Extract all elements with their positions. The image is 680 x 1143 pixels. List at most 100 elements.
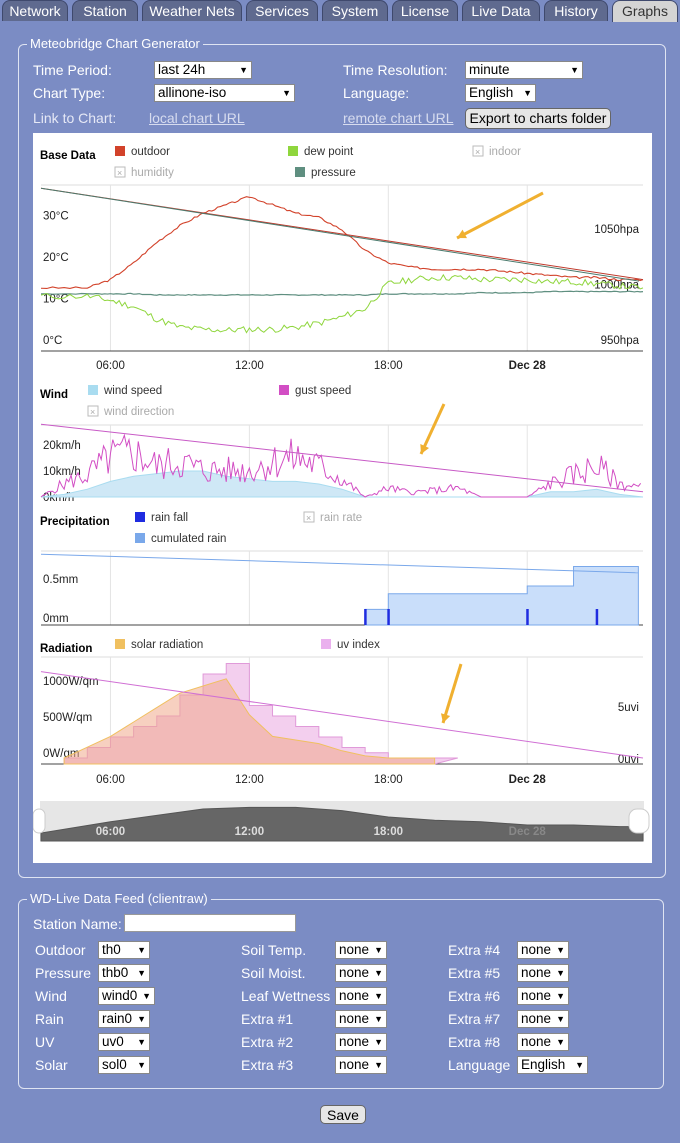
- tab-label: Network: [9, 3, 61, 19]
- y-tick-label: 10km/h: [43, 466, 81, 478]
- wd-field-value: none: [521, 1011, 552, 1026]
- wd-field-select[interactable]: rain0 ▼: [98, 1010, 150, 1028]
- chevron-down-icon: ▼: [556, 968, 565, 978]
- wd-field-select[interactable]: none ▼: [517, 987, 569, 1005]
- tab-services[interactable]: Services: [246, 0, 318, 21]
- time-period-select[interactable]: last 24h ▼: [154, 61, 252, 79]
- chevron-down-icon: ▼: [142, 991, 151, 1001]
- legend-label: uv index: [337, 639, 380, 651]
- wd-field-select[interactable]: wind0 ▼: [98, 987, 155, 1005]
- legend-label: rain rate: [320, 512, 362, 524]
- wd-field-select[interactable]: none ▼: [517, 1033, 569, 1051]
- navigator-tick-label: 06:00: [96, 826, 125, 838]
- tab-station[interactable]: Station: [72, 0, 138, 21]
- legend-swatch: [135, 533, 145, 543]
- wd-field-select[interactable]: none ▼: [335, 941, 387, 959]
- wd-field-value: none: [339, 1057, 370, 1072]
- chevron-down-icon: ▼: [239, 65, 248, 75]
- wd-field-label: Extra #6: [448, 988, 501, 1004]
- wd-field-select[interactable]: none ▼: [335, 1010, 387, 1028]
- tab-weather-nets[interactable]: Weather Nets: [142, 0, 242, 21]
- wd-field-value: English: [521, 1057, 566, 1072]
- tab-history[interactable]: History: [544, 0, 608, 21]
- trend-line: [40, 553, 639, 574]
- legend-swatch: [295, 167, 305, 177]
- y-tick-label: 20km/h: [43, 440, 81, 452]
- wd-field-value: rain0: [102, 1011, 133, 1026]
- tab-license[interactable]: License: [392, 0, 458, 21]
- legend-swatch: [321, 639, 331, 649]
- export-to-charts-folder-button[interactable]: Export to charts folder: [465, 108, 611, 129]
- chevron-down-icon: ▼: [137, 968, 146, 978]
- tab-bar: Network Station Weather Nets Services Sy…: [0, 0, 680, 22]
- wd-field-label: Rain: [35, 1011, 64, 1027]
- chevron-down-icon: ▼: [374, 945, 383, 955]
- navigator-right-handle[interactable]: [628, 808, 650, 834]
- legend-swatch: [114, 166, 126, 178]
- tab-system[interactable]: System: [322, 0, 388, 21]
- wd-field-label: Extra #1: [241, 1011, 294, 1027]
- chevron-down-icon: ▼: [556, 1037, 565, 1047]
- chevron-down-icon: ▼: [556, 945, 565, 955]
- legend-swatch: [87, 405, 99, 417]
- navigator-left-handle[interactable]: [33, 808, 46, 834]
- chart-title: Wind: [40, 389, 68, 401]
- wd-field-select[interactable]: none ▼: [517, 941, 569, 959]
- y-tick-label: 500W/qm: [43, 712, 92, 724]
- wd-field-value: th0: [102, 942, 121, 957]
- wd-field-select[interactable]: none ▼: [335, 1056, 387, 1074]
- wd-field-select[interactable]: thb0 ▼: [98, 964, 150, 982]
- legend-disabled-icon: ×: [117, 168, 122, 178]
- y-tick-label: 30°C: [43, 211, 69, 223]
- wd-field-select[interactable]: none ▼: [517, 1010, 569, 1028]
- wd-field-select[interactable]: English ▼: [517, 1056, 588, 1074]
- rain-fall-bar: [387, 609, 390, 625]
- time-resolution-label: Time Resolution:: [343, 62, 448, 78]
- wd-field-value: none: [521, 1034, 552, 1049]
- wd-field-select[interactable]: none ▼: [335, 964, 387, 982]
- chart-type-select[interactable]: allinone-iso ▼: [154, 84, 295, 102]
- wd-field-value: none: [521, 942, 552, 957]
- wd-field-label: Soil Temp.: [241, 942, 307, 958]
- wd-field-select[interactable]: none ▼: [335, 1033, 387, 1051]
- wd-field-select[interactable]: sol0 ▼: [98, 1056, 150, 1074]
- navigator-series: [40, 806, 644, 842]
- save-button[interactable]: Save: [320, 1105, 366, 1124]
- wd-field-value: none: [521, 965, 552, 980]
- wd-field-value: none: [339, 965, 370, 980]
- tab-label: Services: [255, 3, 309, 19]
- wd-field-select[interactable]: none ▼: [517, 964, 569, 982]
- language-label: Language:: [343, 85, 410, 101]
- wd-field-label: Extra #4: [448, 942, 501, 958]
- series-gust-speed: [40, 433, 642, 498]
- series-dew-point: [40, 273, 644, 334]
- tab-label: Station: [83, 3, 127, 19]
- wd-field-label: Solar: [35, 1057, 68, 1073]
- remote-chart-url-link[interactable]: remote chart URL: [343, 110, 454, 126]
- tab-label: License: [400, 3, 450, 19]
- wd-field-value: uv0: [102, 1034, 124, 1049]
- tab-live-data[interactable]: Live Data: [462, 0, 540, 21]
- wd-field-value: none: [521, 988, 552, 1003]
- local-chart-url-link[interactable]: local chart URL: [149, 110, 245, 126]
- station-name-input[interactable]: [124, 914, 296, 932]
- chevron-down-icon: ▼: [575, 1060, 584, 1070]
- chevron-down-icon: ▼: [374, 968, 383, 978]
- language-select[interactable]: English ▼: [465, 84, 536, 102]
- wd-live-panel: WD-Live Data Feed (clientraw): [18, 891, 664, 1089]
- wd-field-select[interactable]: th0 ▼: [98, 941, 150, 959]
- trend-line: [40, 423, 644, 493]
- series-outdoor: [40, 196, 644, 290]
- chevron-down-icon: ▼: [570, 65, 579, 75]
- navigator-tick-label: 18:00: [374, 826, 403, 838]
- wd-field-label: Language: [448, 1057, 511, 1073]
- wd-field-value: none: [339, 1011, 370, 1026]
- wd-field-select[interactable]: uv0 ▼: [98, 1033, 150, 1051]
- wd-field-select[interactable]: none ▼: [335, 987, 387, 1005]
- time-resolution-select[interactable]: minute ▼: [465, 61, 583, 79]
- y-tick-label: 0°C: [43, 335, 62, 347]
- wd-field-label: Extra #2: [241, 1034, 294, 1050]
- tab-network[interactable]: Network: [2, 0, 68, 21]
- legend-label: outdoor: [131, 146, 170, 158]
- tab-graphs[interactable]: Graphs: [612, 0, 678, 22]
